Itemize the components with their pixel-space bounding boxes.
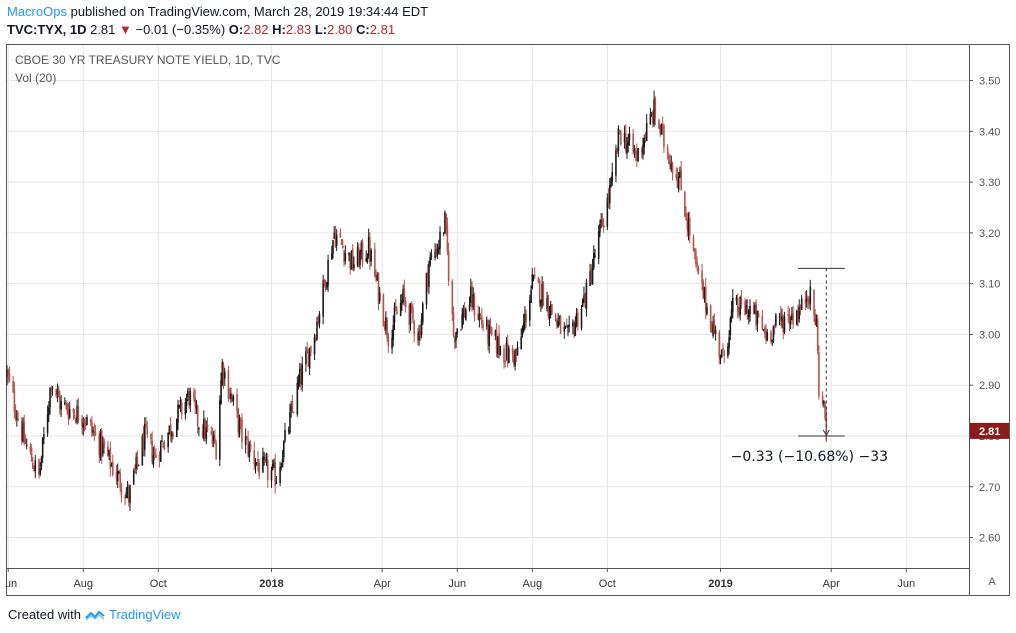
tradingview-link[interactable]: TradingView bbox=[108, 607, 181, 622]
x-tick-label: Apr bbox=[374, 578, 391, 590]
y-tick-label: 3.10 bbox=[979, 279, 1000, 291]
x-tick-label: Jun bbox=[897, 578, 915, 590]
x-tick-label: Jun bbox=[6, 578, 17, 590]
price-axis[interactable]: 3.503.403.303.203.103.002.902.802.702.60… bbox=[969, 76, 1009, 545]
high-label: H: bbox=[272, 22, 286, 37]
footer: Created with TradingView bbox=[8, 607, 181, 622]
symbol-label: TVC:TYX, 1D bbox=[7, 22, 87, 37]
y-tick-label: 3.00 bbox=[979, 329, 1000, 341]
chart-border bbox=[6, 44, 1010, 596]
last-price-value: 2.81 bbox=[90, 22, 116, 37]
low-value: 2.80 bbox=[327, 22, 353, 37]
created-with-text: Created with bbox=[8, 607, 81, 622]
low-label: L: bbox=[314, 22, 328, 37]
x-tick-label: Aug bbox=[73, 578, 93, 590]
auto-scale-button[interactable]: A bbox=[988, 576, 996, 588]
y-tick-label: 2.90 bbox=[979, 380, 1000, 392]
open-label: O: bbox=[228, 22, 244, 37]
published-text: published on TradingView.com, March 28, … bbox=[70, 4, 429, 19]
x-tick-label: Oct bbox=[150, 578, 167, 590]
y-tick-label: 2.70 bbox=[979, 482, 1000, 494]
last-price-label: 2.81 bbox=[979, 426, 1000, 438]
x-tick-label: 2019 bbox=[708, 578, 732, 590]
x-tick-label: Aug bbox=[522, 578, 542, 590]
volume-label: Vol (20) bbox=[15, 71, 56, 85]
price-chart[interactable]: −0.33 (−10.68%) −33 3.50 3.40 3.30 3.20 3.10… bbox=[6, 44, 1010, 596]
open-value: 2.82 bbox=[243, 22, 269, 37]
y-tick-label: 3.50 bbox=[979, 76, 1000, 88]
tradingview-logo-icon bbox=[85, 610, 105, 621]
chart-title: CBOE 30 YR TREASURY NOTE YIELD, 1D, TVC bbox=[15, 53, 281, 67]
x-tick-label: 2018 bbox=[259, 578, 283, 590]
x-tick-label: Apr bbox=[823, 578, 840, 590]
publish-info: MacroOps published on TradingView.com, M… bbox=[7, 4, 428, 19]
time-axis[interactable]: Jun Aug Oct 2018 Apr Jun Aug Oct 2019 Apr Jun bbox=[6, 568, 915, 590]
candles bbox=[6, 90, 828, 512]
y-tick-label: 3.30 bbox=[979, 177, 1000, 189]
publisher-link[interactable]: MacroOps bbox=[7, 4, 67, 19]
y-tick-label: 3.40 bbox=[979, 126, 1000, 138]
measure-arrow-icon bbox=[822, 429, 830, 436]
high-value: 2.83 bbox=[285, 22, 312, 37]
close-value: 2.81 bbox=[369, 22, 396, 37]
last-price-tag bbox=[970, 422, 1009, 439]
close-label: C: bbox=[356, 22, 370, 37]
y-tick-label: 3.20 bbox=[979, 228, 1000, 240]
measure-label: −0.33 (−10.68%) −33 bbox=[731, 449, 888, 465]
ohlc-legend: TVC:TYX, 1D 2.81 ▼ −0.01 (−0.35%) O:2.82… bbox=[7, 22, 395, 37]
measure-annotation: −0.33 (−10.68%) −33 bbox=[731, 267, 888, 465]
down-arrow-icon: ▼ bbox=[119, 22, 132, 37]
y-tick-label: 2.60 bbox=[979, 533, 1000, 545]
x-tick-label: Jun bbox=[448, 578, 466, 590]
change-value: −0.01 (−0.35%) bbox=[135, 22, 226, 37]
x-tick-label: Oct bbox=[599, 578, 616, 590]
